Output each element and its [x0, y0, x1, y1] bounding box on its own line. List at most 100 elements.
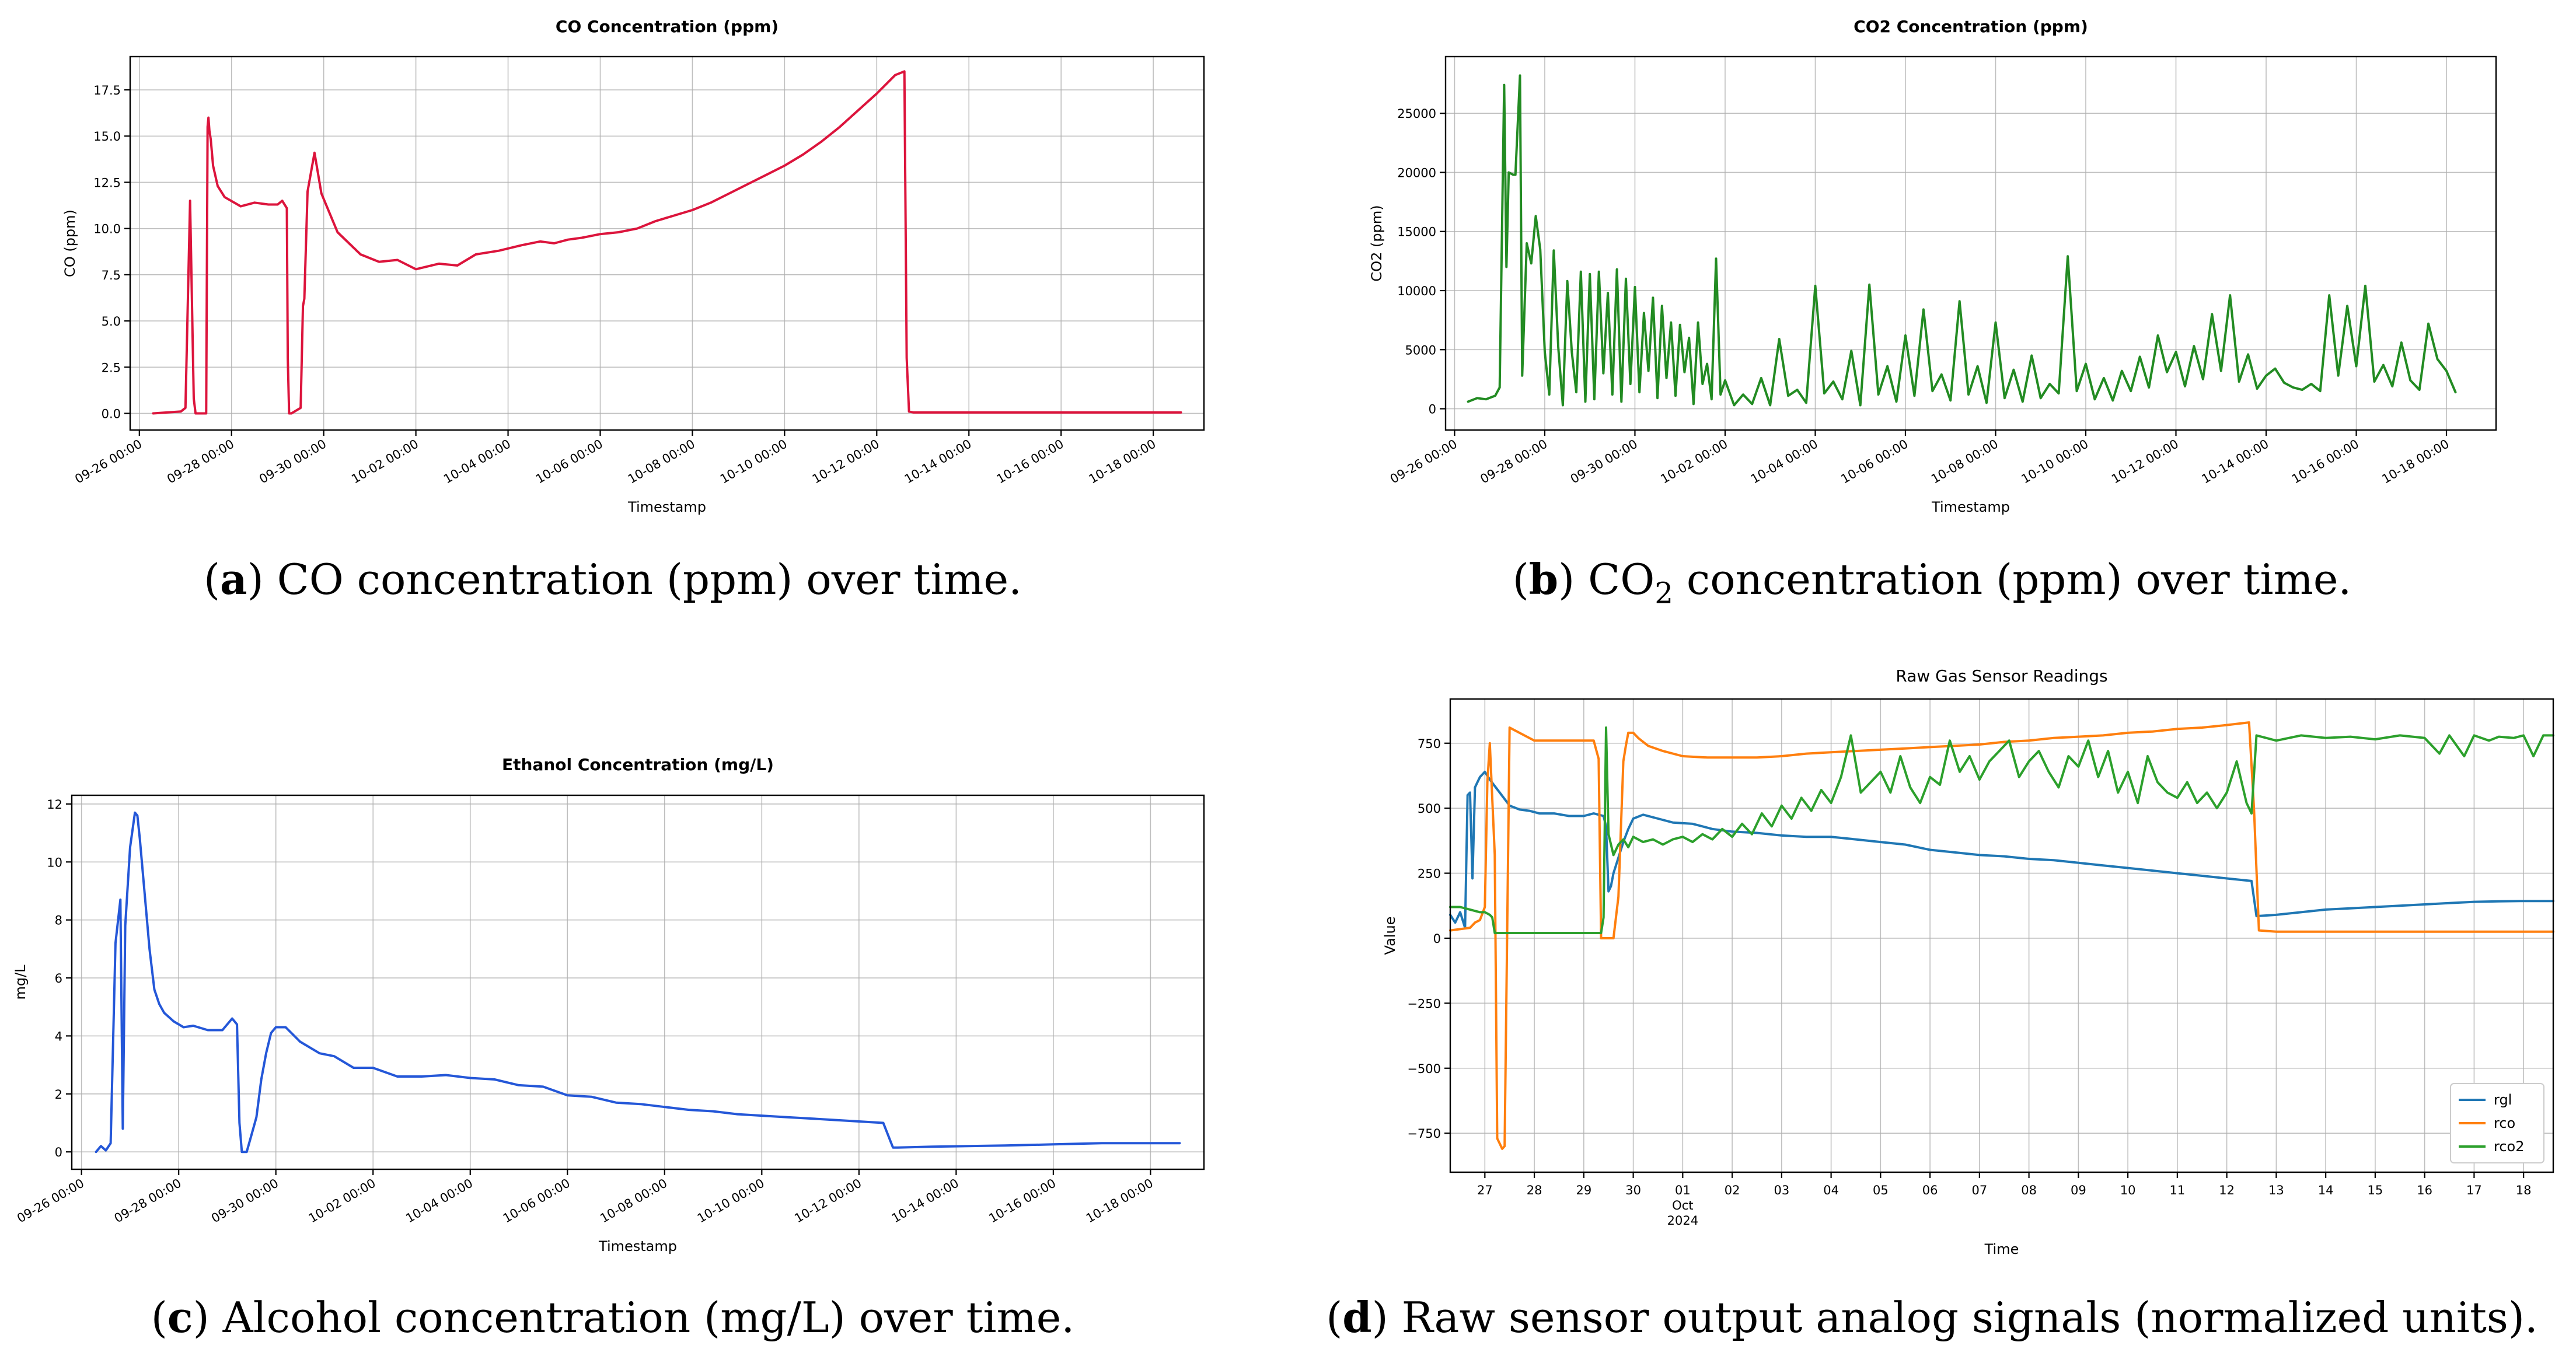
- x-tick-label: 10-02 00:00: [349, 437, 421, 487]
- y-axis-label: Value: [1382, 917, 1398, 955]
- co2-chart: 0 5000 10000 15000 20000 25000 09-26 00:00 09-2…: [1369, 17, 2497, 515]
- x-year-label: 2024: [1667, 1214, 1698, 1228]
- x-tick-label: 07: [1971, 1183, 1987, 1197]
- chart-title: Ethanol Concentration (mg/L): [502, 755, 774, 774]
- x-tick-label: 09-28 00:00: [112, 1176, 184, 1226]
- x-tick-label: 09-26 00:00: [15, 1176, 86, 1226]
- x-tick-label: 03: [1774, 1183, 1789, 1197]
- x-tick-label: 10-12 00:00: [810, 437, 882, 487]
- y-tick-label: −500: [1407, 1062, 1441, 1076]
- caption-b: (b) CO2 concentration (ppm) over time.: [1512, 554, 2352, 610]
- y-tick-label: 5000: [1405, 343, 1436, 357]
- x-tick-label: 10: [2120, 1183, 2136, 1197]
- x-tick-label: 08: [2021, 1183, 2037, 1197]
- x-tick-label: 10-10 00:00: [2019, 437, 2090, 487]
- x-tick-label: 18: [2516, 1183, 2532, 1197]
- y-tick-label: 750: [1418, 737, 1441, 751]
- x-tick-label: 10-18 00:00: [1084, 1176, 1156, 1226]
- x-tick-label: 10-16 00:00: [986, 1176, 1058, 1226]
- x-tick-label: 10-18 00:00: [2379, 437, 2451, 487]
- x-tick-label: 30: [1625, 1183, 1641, 1197]
- x-tick-label: 13: [2268, 1183, 2284, 1197]
- y-tick-label: 10000: [1397, 284, 1436, 298]
- y-tick-label: 5.0: [102, 314, 121, 328]
- co-chart: 0.0 2.5 5.0 7.5 10.0 12.5 15.0 17.5 09-26 00:00 0…: [62, 17, 1205, 515]
- y-tick-label: 10.0: [93, 222, 121, 236]
- y-tick-label: 4: [55, 1029, 62, 1043]
- x-tick-label: 28: [1527, 1183, 1542, 1197]
- caption-a: (a) CO concentration (ppm) over time.: [203, 554, 1022, 604]
- x-tick-label: 10-06 00:00: [501, 1176, 573, 1226]
- plot-frame: [71, 794, 1205, 1170]
- y-tick-label: 12.5: [93, 176, 121, 190]
- y-tick-label: 15000: [1397, 225, 1436, 239]
- x-tick-label: 10-12 00:00: [2109, 437, 2181, 487]
- ethanol-chart: 0 2 4 6 8 10 12 09-26 00:00 09-28 00:00 09-30 00:…: [12, 755, 1205, 1254]
- x-tick-label: 09: [2071, 1183, 2086, 1197]
- x-tick-label: 15: [2368, 1183, 2383, 1197]
- x-tick-label: 12: [2219, 1183, 2235, 1197]
- y-tick-label: 0: [55, 1145, 62, 1159]
- x-tick-label: 10-18 00:00: [1087, 437, 1158, 487]
- series-line-co: [152, 70, 1182, 415]
- x-tick-label: 09-28 00:00: [165, 437, 236, 487]
- y-tick-label: −250: [1407, 997, 1441, 1011]
- chart-title: CO Concentration (ppm): [556, 17, 779, 36]
- x-tick-label: 10-10 00:00: [718, 437, 790, 487]
- x-axis-label: Timestamp: [627, 499, 706, 515]
- plot-frame: [129, 55, 1205, 431]
- series-line-rco2: [1449, 726, 2554, 934]
- y-tick-label: 20000: [1397, 166, 1436, 180]
- y-tick-label: 250: [1418, 867, 1441, 881]
- chart-title: Raw Gas Sensor Readings: [1896, 666, 2107, 686]
- x-tick-label: 10-12 00:00: [792, 1176, 864, 1226]
- x-tick-label: 10-08 00:00: [598, 1176, 669, 1226]
- x-tick-label: 06: [1922, 1183, 1938, 1197]
- x-tick-label: 27: [1477, 1183, 1493, 1197]
- y-tick-label: 2.5: [102, 361, 121, 375]
- x-tick-label: 10-10 00:00: [695, 1176, 767, 1226]
- x-tick-label: 11: [2170, 1183, 2186, 1197]
- x-month-label: Oct: [1672, 1198, 1693, 1212]
- x-tick-label: 16: [2417, 1183, 2432, 1197]
- series-line-co2: [1467, 74, 2457, 407]
- y-tick-label: 8: [55, 914, 62, 928]
- caption-c: (c) Alcohol concentration (mg/L) over ti…: [151, 1292, 1075, 1342]
- x-tick-label: 10-08 00:00: [1929, 437, 2001, 487]
- x-tick-label: 09-30 00:00: [1568, 437, 1640, 487]
- y-tick-label: 7.5: [102, 268, 121, 282]
- x-tick-label: 10-08 00:00: [626, 437, 697, 487]
- x-tick-label: 01: [1675, 1183, 1691, 1197]
- x-tick-label: 10-14 00:00: [902, 437, 974, 487]
- x-tick-label: 04: [1823, 1183, 1839, 1197]
- x-tick-label: 10-04 00:00: [403, 1176, 475, 1226]
- plot-frame: [1444, 55, 2497, 431]
- y-axis-label: CO (ppm): [62, 209, 78, 277]
- legend: [2450, 1083, 2544, 1163]
- y-tick-label: 25000: [1397, 107, 1436, 121]
- legend-label-rgl: rgl: [2494, 1092, 2512, 1108]
- plot-frame: [1449, 698, 2554, 1173]
- y-tick-label: 15.0: [93, 130, 121, 144]
- x-tick-label: 10-14 00:00: [889, 1176, 961, 1226]
- legend-label-rco: rco: [2494, 1115, 2515, 1131]
- y-tick-label: −750: [1407, 1127, 1441, 1141]
- y-tick-label: 17.5: [93, 83, 121, 97]
- x-tick-label: 29: [1576, 1183, 1591, 1197]
- x-axis-label: Timestamp: [1931, 499, 2010, 515]
- y-tick-label: 12: [47, 798, 62, 812]
- y-tick-label: 10: [47, 855, 62, 869]
- x-tick-label: 09-26 00:00: [72, 437, 144, 487]
- series-line-ethanol: [95, 811, 1181, 1154]
- x-tick-label: 09-30 00:00: [257, 437, 329, 487]
- x-tick-label: 09-28 00:00: [1478, 437, 1549, 487]
- chart-title: CO2 Concentration (ppm): [1854, 17, 2088, 36]
- x-tick-label: 09-30 00:00: [209, 1176, 281, 1226]
- x-tick-label: 17: [2466, 1183, 2482, 1197]
- y-tick-label: 2: [55, 1088, 62, 1102]
- x-tick-label: 10-06 00:00: [533, 437, 605, 487]
- x-tick-label: 09-26 00:00: [1388, 437, 1460, 487]
- x-tick-label: 10-04 00:00: [1748, 437, 1820, 487]
- y-tick-label: 0: [1433, 932, 1441, 946]
- y-axis-label: mg/L: [12, 964, 29, 1000]
